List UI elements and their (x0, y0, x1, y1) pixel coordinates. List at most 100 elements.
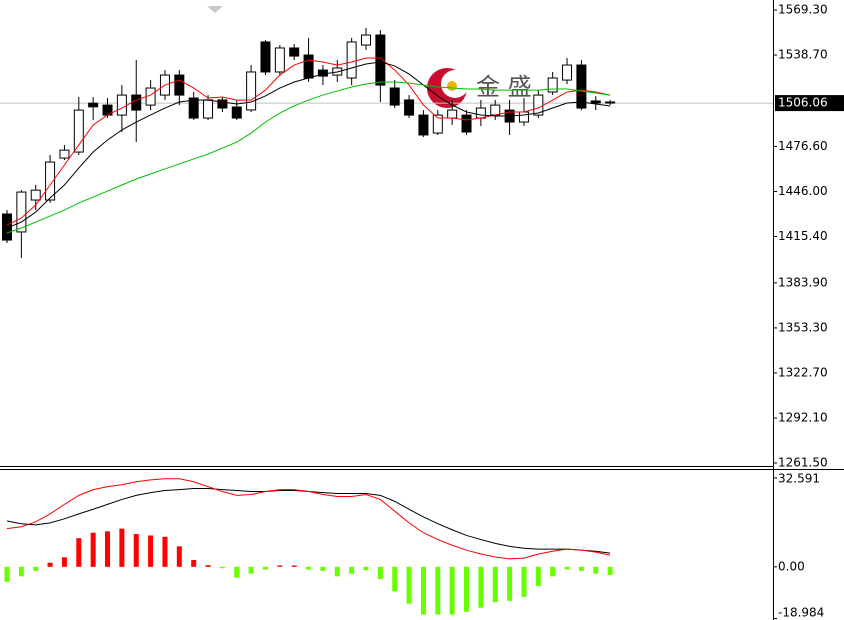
candle-body (73, 109, 84, 153)
histogram-bar (18, 566, 24, 577)
histogram-bar (248, 566, 254, 574)
last-price-box (775, 95, 844, 112)
histogram-bar (564, 566, 570, 570)
histogram-bar (593, 566, 599, 574)
y-tick-label: 1261.50 (778, 456, 828, 470)
histogram-bar (33, 566, 39, 571)
candle-body (562, 64, 573, 81)
histogram-bar (234, 566, 240, 578)
candle-body (131, 94, 142, 111)
candle-body (518, 111, 529, 123)
candle-body (274, 47, 285, 73)
histogram-bar (363, 566, 369, 571)
y-tick-label: 1292.10 (778, 410, 828, 424)
candle-body (174, 74, 185, 96)
y-tick-label: 1383.90 (778, 275, 828, 289)
y-tick-label: -18.984 (778, 606, 824, 620)
candle-body (346, 41, 357, 79)
y-tick-label: 1446.00 (778, 184, 828, 198)
candle-body (389, 87, 400, 106)
candle-body (289, 47, 300, 57)
candle-body (375, 34, 386, 86)
y-tick-label: 0.00 (778, 559, 805, 573)
y-tick-label: 1353.30 (778, 320, 828, 334)
histogram-bar (449, 566, 455, 615)
y-tick-label: 32.591 (778, 472, 820, 486)
histogram-bar (219, 566, 225, 569)
candle-body (246, 71, 257, 111)
histogram-bar (420, 566, 426, 615)
candle-body (361, 34, 371, 46)
histogram-bar (320, 566, 326, 571)
y-tick-label: 1569.30 (778, 3, 828, 17)
histogram-bar (162, 536, 168, 567)
watermark-text: 金 盛 (476, 73, 532, 101)
histogram-bar (176, 546, 182, 567)
candle-body (547, 77, 558, 93)
histogram-bar (521, 566, 527, 597)
candle-body (490, 104, 501, 116)
histogram-bar (550, 566, 556, 577)
macd-line (6, 478, 611, 560)
candle-body (590, 100, 601, 104)
histogram-bar (377, 566, 383, 580)
histogram-bar (291, 565, 297, 567)
candle-body (418, 114, 429, 136)
candle-body (461, 114, 472, 133)
candle-body (116, 94, 127, 116)
histogram-bar (349, 566, 355, 574)
histogram-bar (478, 566, 484, 608)
candle-body (59, 149, 70, 159)
candle-body (404, 99, 415, 116)
histogram-bar (578, 566, 584, 571)
y-tick-label: 1322.70 (778, 365, 828, 379)
logo-dot (447, 81, 457, 91)
histogram-bar (535, 566, 541, 586)
candle-body (203, 99, 214, 119)
candle-body (605, 101, 616, 104)
histogram-bar (435, 566, 441, 615)
histogram-bar (492, 566, 498, 603)
last-price-label: 1506.06 (778, 96, 828, 110)
moving-average-line (6, 81, 611, 234)
candle-body (88, 102, 99, 108)
histogram-bar (306, 566, 312, 570)
histogram-bar (406, 566, 412, 604)
histogram-bar (119, 528, 125, 567)
candle-body (432, 114, 443, 134)
candle-body (188, 97, 199, 119)
moving-average-line (6, 57, 611, 226)
histogram-bar (105, 531, 111, 567)
candle-body (576, 64, 587, 109)
histogram-bar (507, 566, 513, 601)
histogram-bar (133, 534, 139, 567)
histogram-bar (334, 566, 340, 577)
histogram-bar (76, 538, 82, 567)
moving-average-line (6, 61, 611, 229)
histogram-bar (61, 557, 67, 567)
candle-body (475, 107, 486, 119)
candle-body (303, 54, 314, 79)
candle-body (30, 189, 41, 201)
histogram-bar (205, 565, 211, 567)
candle-body (45, 161, 56, 201)
y-tick-label: 1476.60 (778, 139, 828, 153)
histogram-bar (464, 566, 470, 612)
histogram-bar (191, 560, 197, 567)
candle-body (217, 99, 228, 109)
y-tick-label: 1538.70 (778, 48, 828, 62)
histogram-bar (262, 566, 268, 570)
candle-body (447, 109, 458, 119)
candle-body (2, 213, 12, 241)
candle-body (231, 106, 242, 119)
histogram-bar (148, 535, 154, 567)
histogram-bar (90, 532, 96, 567)
histogram-bar (4, 566, 10, 582)
histogram-bar (47, 562, 53, 567)
histogram-bar (607, 566, 613, 575)
candle-body (16, 191, 27, 233)
y-tick-label: 1415.40 (778, 229, 828, 243)
candle-body (260, 41, 271, 73)
